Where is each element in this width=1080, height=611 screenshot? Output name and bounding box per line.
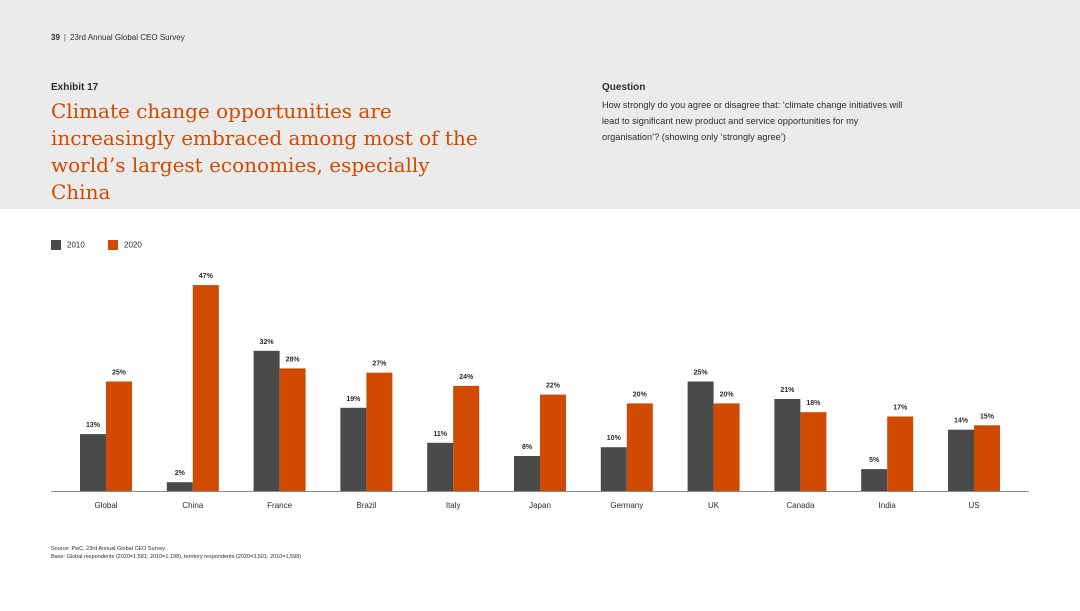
data-label-canada-2020: 18% [806,400,821,407]
bar-india-2010 [861,469,888,491]
data-label-japan-2020: 22% [546,383,561,390]
bar-china-2020 [192,285,219,491]
bar-chart-svg: 13% 25% Global 2% 47% China 32% 28% France 19% 27%… [51,273,1029,510]
base-note: Base: Global respondents (2020=1,581; 20… [51,554,302,560]
bar-chart: 13% 25% Global 2% 47% China 32% 28% France 19% 27%… [0,260,1080,520]
bar-brazil-2010 [340,407,367,491]
category-label-global: Global [94,501,117,510]
data-label-italy-2020: 24% [459,374,474,381]
legend-label-2010: 2010 [67,240,85,250]
question-text: How strongly do you agree or disagree th… [602,100,903,142]
legend-swatch-2010 [51,240,61,250]
data-label-germany-2010: 10% [607,435,622,442]
bar-uk-2020 [713,403,740,491]
legend-swatch-2020 [108,240,118,250]
data-label-uk-2010: 25% [694,370,709,377]
category-label-brazil: Brazil [356,501,376,510]
data-label-china-2010: 2% [175,470,186,477]
data-label-us-2010: 14% [954,418,969,425]
category-label-canada: Canada [786,501,815,510]
legend-item-2010: 2010 [51,240,85,250]
data-label-global-2020: 25% [112,370,127,377]
bar-france-2010 [253,350,280,491]
data-label-germany-2020: 20% [633,391,648,398]
bar-italy-2010 [427,442,454,491]
data-label-brazil-2020: 27% [372,361,387,368]
data-label-france-2010: 32% [260,339,275,346]
category-label-germany: Germany [610,501,643,510]
report-title: 23rd Annual Global CEO Survey [69,33,185,42]
source-note: Source: PwC, 23rd Annual Global CEO Surv… [51,546,166,552]
bar-global-2010 [80,434,106,491]
page-reference: 39 | 23rd Annual Global CEO Survey [51,33,185,42]
bar-germany-2020 [626,403,653,491]
data-label-global-2010: 13% [86,422,101,429]
exhibit-label: Exhibit 17 [51,82,99,93]
category-label-japan: Japan [529,501,551,510]
data-label-india-2010: 5% [869,457,880,464]
bar-japan-2020 [540,394,566,491]
legend-item-2020: 2020 [108,240,142,250]
data-label-italy-2010: 11% [433,431,447,438]
data-label-us-2020: 15% [980,413,995,420]
category-label-us: US [968,501,979,510]
data-label-canada-2010: 21% [780,387,795,394]
legend-label-2020: 2020 [124,240,142,250]
data-label-india-2020: 17% [893,405,908,412]
category-label-uk: UK [708,501,720,510]
bar-uk-2010 [687,381,714,491]
bar-germany-2010 [600,447,627,491]
bar-us-2020 [974,425,1000,491]
bar-japan-2010 [514,456,540,491]
bar-canada-2010 [774,399,801,491]
bar-india-2020 [887,416,914,491]
exhibit-title: Climate change opportunities are increas… [51,99,478,204]
page-separator: | [63,33,66,42]
category-label-france: France [267,501,292,510]
bar-canada-2020 [800,412,827,491]
category-label-china: China [182,501,203,510]
bar-brazil-2020 [366,372,393,491]
header-band: 39 | 23rd Annual Global CEO Survey Exhibit… [0,0,1080,209]
data-label-france-2020: 28% [286,356,301,363]
data-label-uk-2020: 20% [720,391,735,398]
category-label-italy: Italy [446,501,461,510]
data-label-japan-2010: 8% [522,444,533,451]
bar-global-2020 [106,381,132,491]
bar-italy-2020 [453,385,480,491]
bar-france-2020 [279,368,306,491]
category-label-india: India [879,501,897,510]
bar-china-2010 [166,482,193,491]
bar-us-2010 [948,429,974,491]
question-label: Question [602,82,646,93]
data-label-brazil-2010: 19% [346,396,361,403]
page-number: 39 [51,33,60,42]
data-label-china-2020: 47% [199,273,214,280]
footnotes: Source: PwC, 23rd Annual Global CEO Surv… [51,545,301,561]
